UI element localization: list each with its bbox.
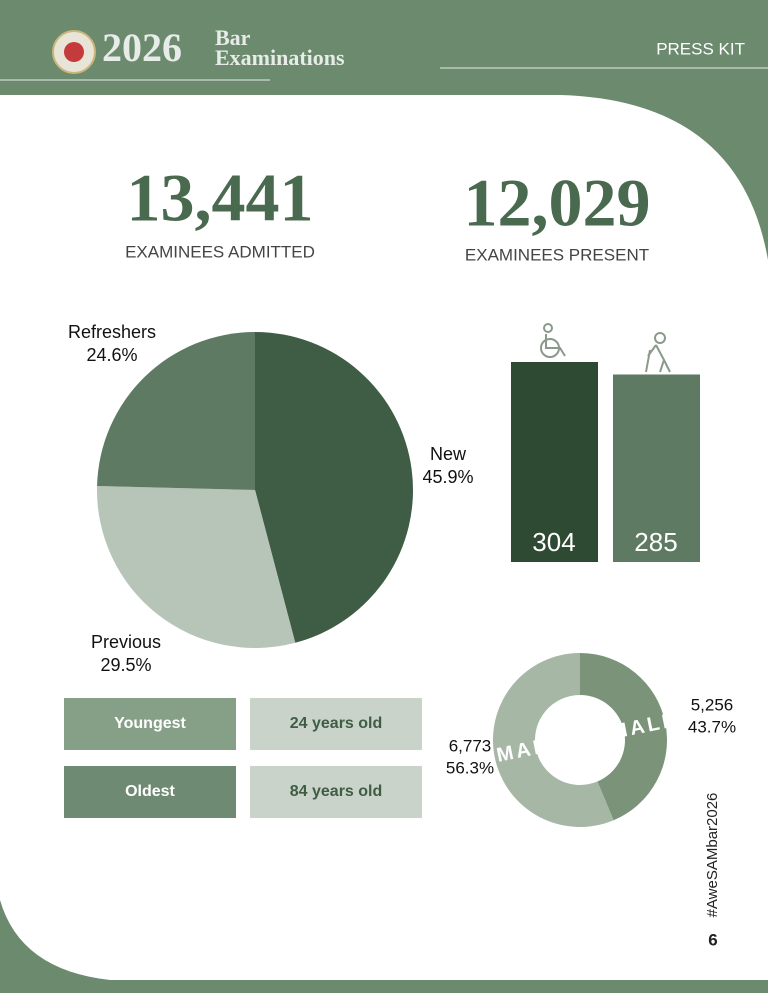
header-title: Examinations: [215, 45, 345, 70]
stat-label: EXAMINEES PRESENT: [465, 245, 649, 264]
bar: [613, 374, 700, 562]
footer-band: [0, 900, 768, 993]
bar-label: 285: [634, 527, 677, 557]
donut-value: 5,256: [691, 695, 734, 714]
age-label-box: [64, 766, 236, 818]
age-value-box: [250, 698, 422, 750]
age-label: Youngest: [114, 715, 186, 732]
stat-value: 12,029: [464, 165, 651, 241]
pie-slice: [255, 332, 413, 643]
page-number: 6: [708, 930, 717, 949]
wheelchair-icon: [540, 323, 566, 358]
press-kit: PRESS KIT: [656, 39, 745, 58]
hashtag: #AweSAMbar2026: [704, 793, 721, 918]
stat-value: 13,441: [127, 160, 314, 236]
slice-label: Refreshers: [68, 322, 156, 342]
age-value: 84 years old: [290, 783, 383, 800]
donut-slice: [580, 653, 667, 821]
slice-value: 29.5%: [100, 655, 151, 675]
bar: [511, 362, 598, 562]
donut-slice: [493, 653, 614, 827]
header-band: [0, 0, 768, 260]
age-value-box: [250, 766, 422, 818]
donut-percent: 43.7%: [688, 717, 736, 736]
donut-percent: 56.3%: [446, 758, 494, 777]
seal-center: [64, 42, 84, 62]
slice-label: Previous: [91, 632, 161, 652]
age-label-box: [64, 698, 236, 750]
pie-slice: [97, 486, 296, 649]
pie-slice: [97, 332, 255, 490]
slice-value: 45.9%: [422, 467, 473, 487]
slice-value: 24.6%: [86, 345, 137, 365]
header-title: Bar: [215, 25, 251, 50]
stat-label: EXAMINEES ADMITTED: [125, 242, 315, 261]
age-value: 24 years old: [290, 715, 383, 732]
slice-label: New: [430, 444, 467, 464]
elderly-icon: [645, 332, 671, 373]
age-label: Oldest: [125, 783, 175, 800]
donut-value: 6,773: [449, 736, 492, 755]
bar-label: 304: [532, 527, 575, 557]
header-year: 2026: [102, 25, 182, 70]
